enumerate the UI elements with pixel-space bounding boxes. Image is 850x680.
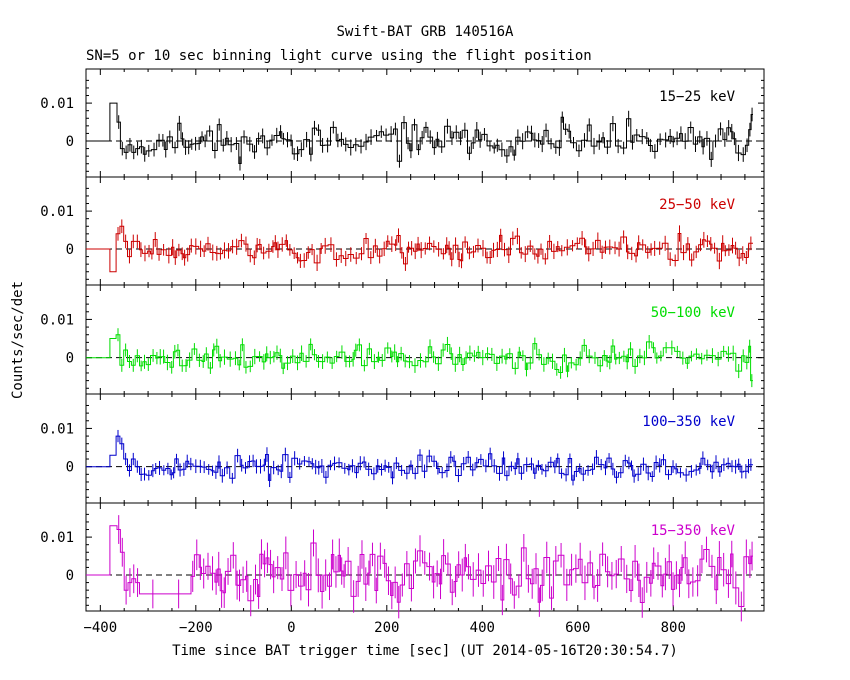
y-tick-label: 0 (66, 134, 74, 150)
light-curve-step (86, 225, 753, 273)
y-tick-label: 0 (66, 460, 74, 476)
band-label: 25−50 keV (659, 197, 735, 213)
light-curve-step (86, 435, 753, 481)
x-tick-label: −200 (179, 620, 213, 636)
light-curve-step (86, 525, 753, 607)
chart-subtitle: SN=5 or 10 sec binning light curve using… (86, 48, 592, 64)
y-tick-label: 0 (66, 351, 74, 367)
panels-group: 0 0.01 15−25 keV 0 0.01 25−50 keV 0 0.01 50−100 … (40, 68, 765, 636)
band-label: 15−25 keV (659, 89, 735, 105)
x-tick-label: 800 (661, 620, 686, 636)
panel-frame (85, 502, 765, 612)
panel-1: 0 0.01 15−25 keV (40, 68, 765, 178)
band-label: 50−100 keV (651, 305, 736, 321)
y-tick-label: 0.01 (40, 204, 74, 220)
light-curve-step (86, 102, 753, 164)
band-label: 100−350 keV (642, 414, 735, 430)
y-tick-label: 0.01 (40, 530, 74, 546)
band-label: 15−350 keV (651, 523, 736, 539)
panel-frame (85, 393, 765, 504)
y-tick-label: 0 (66, 242, 74, 258)
panel-frame (85, 68, 765, 178)
y-tick-label: 0.01 (40, 96, 74, 112)
x-tick-label: −400 (83, 620, 117, 636)
light-curve-step (86, 334, 753, 382)
panel-4: 0 0.01 100−350 keV (40, 393, 765, 504)
y-axis-label: Counts/sec/det (10, 281, 26, 399)
x-tick-label: 200 (374, 620, 399, 636)
panel-3: 0 0.01 50−100 keV (40, 284, 765, 395)
chart-title: Swift-BAT GRB 140516A (336, 24, 514, 40)
panel-5: 0 0.01 15−350 keV −400 −200 0 200 400 600 800 (40, 502, 765, 636)
x-tick-label: 600 (565, 620, 590, 636)
panel-frame (85, 176, 765, 286)
y-tick-label: 0.01 (40, 312, 74, 328)
panel-2: 0 0.01 25−50 keV (40, 176, 765, 286)
y-tick-label: 0 (66, 568, 74, 584)
x-axis-label: Time since BAT trigger time [sec] (UT 20… (172, 643, 678, 659)
y-tick-label: 0.01 (40, 421, 74, 437)
x-tick-label: 400 (470, 620, 495, 636)
panel-frame (85, 284, 765, 395)
x-tick-label: 0 (287, 620, 295, 636)
